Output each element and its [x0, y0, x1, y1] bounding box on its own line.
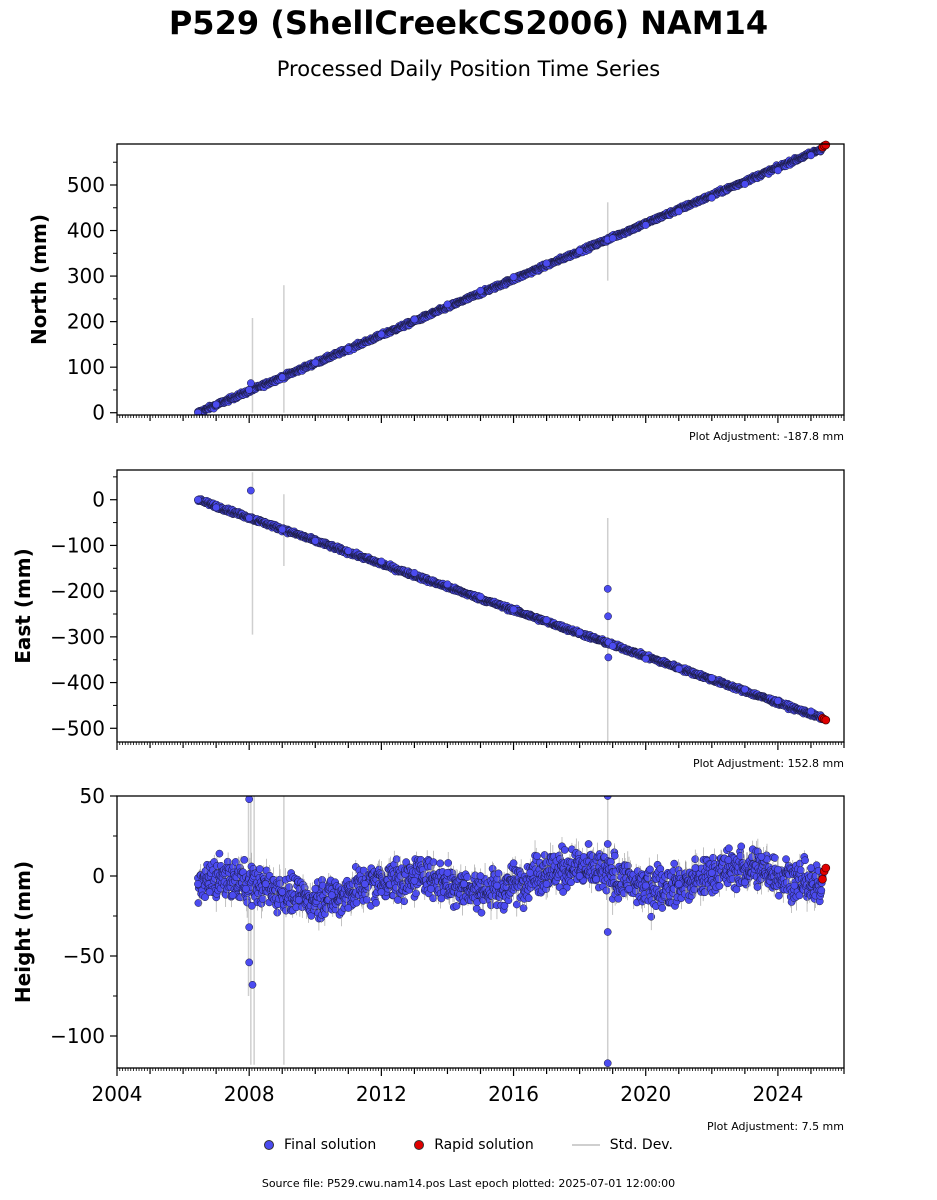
- north-final-point: [807, 151, 815, 160]
- height-cloud-point: [258, 895, 267, 903]
- east-final-point: [377, 557, 386, 566]
- chart-title: P529 (ShellCreekCS2006) NAM14: [168, 4, 769, 42]
- east-rapid-point: [821, 715, 831, 725]
- north-final-point: [246, 379, 255, 387]
- height-cloud-point: [429, 894, 437, 903]
- east-final-point: [509, 605, 518, 614]
- north-ytick-label: 100: [67, 355, 105, 379]
- north-final-point: [377, 330, 386, 339]
- height-cloud-point: [363, 895, 371, 904]
- east-final-point: [443, 580, 452, 589]
- east-final-point: [603, 585, 612, 593]
- height-cloud-point: [477, 908, 486, 917]
- north-final-point: [311, 358, 320, 367]
- east-final-point: [246, 486, 255, 495]
- height-cloud-point: [452, 902, 461, 910]
- east-final-point: [344, 547, 353, 555]
- height-cloud-point: [372, 899, 380, 907]
- north-final-point: [245, 386, 254, 394]
- height-cloud-point: [400, 897, 409, 906]
- north-rapid-point: [821, 140, 831, 150]
- height-point-cloud: [194, 836, 826, 931]
- east-final-point: [641, 654, 650, 663]
- height-cloud-point: [524, 894, 533, 903]
- height-cloud-point: [412, 889, 420, 898]
- east-final-point: [741, 685, 749, 694]
- north-final-point: [741, 180, 749, 188]
- height-cloud-point: [273, 908, 282, 917]
- height-cloud-point: [429, 858, 438, 866]
- north-final-point: [608, 234, 617, 243]
- east-final-point: [707, 674, 716, 682]
- north-final-point: [641, 221, 650, 229]
- east-final-point: [278, 525, 287, 534]
- north-final-point: [674, 207, 683, 216]
- north-ytick-label: 0: [92, 401, 105, 425]
- east-final-point: [311, 537, 320, 545]
- east-ytick-label: −200: [50, 579, 105, 603]
- north-ytick-label: 200: [67, 310, 105, 334]
- height-cloud-point: [255, 865, 264, 873]
- north-point-cloud: [194, 145, 826, 415]
- east-final-point: [476, 592, 485, 601]
- east-ylabel: East (mm): [11, 548, 35, 664]
- north-final-point: [707, 193, 716, 202]
- north-ylabel: North (mm): [27, 214, 51, 345]
- east-final-point: [774, 697, 782, 705]
- east-final-point: [194, 495, 202, 504]
- east-final-point: [604, 653, 613, 662]
- north-final-point: [542, 259, 551, 268]
- north-final-point: [774, 166, 782, 175]
- east-final-point: [608, 642, 617, 650]
- east-final-point: [212, 503, 220, 512]
- height-cloud-point: [352, 898, 361, 907]
- height-cloud-point: [533, 852, 541, 860]
- north-final-point: [344, 345, 353, 353]
- north-plot-adjustment: Plot Adjustment: -187.8 mm: [689, 430, 844, 443]
- east-final-point: [542, 616, 551, 624]
- east-final-point: [245, 514, 254, 522]
- north-ytick-label: 500: [67, 173, 105, 197]
- north-final-point: [410, 315, 419, 324]
- north-ytick-label: 400: [67, 219, 105, 243]
- east-final-point: [604, 612, 612, 621]
- east-ytick-label: −400: [50, 671, 105, 695]
- east-ytick-label: −500: [50, 716, 105, 740]
- north-final-point: [509, 273, 518, 281]
- height-cloud-point: [240, 856, 249, 864]
- height-cloud-point: [436, 859, 445, 868]
- height-cloud-point: [512, 900, 521, 909]
- north-final-point: [575, 247, 584, 255]
- east-final-point: [807, 707, 815, 716]
- north-final-point: [278, 373, 287, 382]
- east-final-point: [575, 628, 584, 637]
- east-ytick-label: 0: [92, 488, 105, 512]
- height-cloud-point: [494, 869, 503, 878]
- north-final-point: [212, 400, 220, 409]
- north-final-point: [443, 300, 452, 309]
- north-final-point: [476, 286, 485, 295]
- east-final-point: [410, 569, 419, 577]
- east-plot-adjustment: Plot Adjustment: 152.8 mm: [693, 757, 844, 770]
- height-cloud-point: [392, 855, 401, 864]
- east-ytick-label: −100: [50, 533, 105, 557]
- chart-subtitle: Processed Daily Position Time Series: [276, 57, 661, 81]
- north-ytick-label: 300: [67, 264, 105, 288]
- north-final-point: [194, 408, 202, 415]
- east-final-point: [674, 665, 683, 673]
- height-cloud-point: [519, 904, 528, 913]
- east-ytick-label: −300: [50, 625, 105, 649]
